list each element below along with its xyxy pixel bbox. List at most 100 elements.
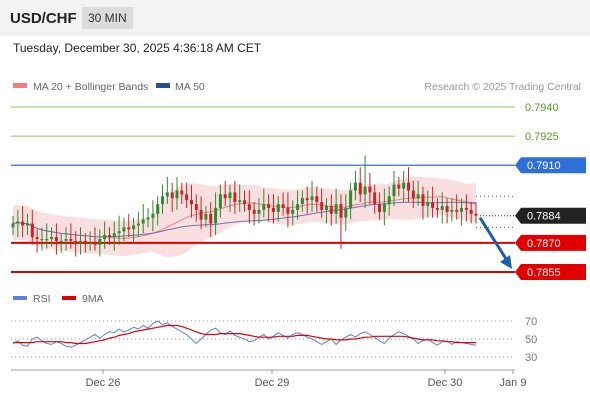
candle-body — [378, 204, 381, 212]
candle — [190, 184, 193, 218]
candle — [421, 186, 425, 220]
candle-body — [136, 223, 140, 226]
candle-body — [320, 202, 324, 210]
candle-body — [329, 206, 333, 214]
candle-body — [21, 221, 25, 226]
candle — [83, 233, 87, 253]
candle — [286, 192, 290, 228]
candle — [296, 190, 300, 220]
candle — [358, 167, 362, 203]
level-tag-0.7870 — [515, 234, 586, 251]
candle — [243, 190, 246, 212]
candle-body — [271, 207, 275, 212]
level-label-0.7884: 0.7884 — [527, 211, 561, 223]
candle — [214, 192, 218, 236]
candle — [103, 221, 107, 249]
candle — [305, 186, 309, 214]
candle-body — [416, 194, 420, 199]
level-label-0.7855: 0.7855 — [527, 267, 561, 279]
candle — [209, 202, 213, 238]
forecast-arrow-shaft — [478, 216, 510, 263]
candle — [445, 198, 449, 224]
candle-body — [460, 207, 463, 212]
candle — [156, 196, 160, 226]
ma20-legend-swatch — [13, 83, 27, 88]
forecast-arrow-head — [500, 255, 512, 269]
candle — [146, 207, 150, 228]
candle — [276, 196, 280, 222]
candle — [194, 194, 198, 222]
candle-body — [421, 194, 425, 206]
candle — [407, 167, 410, 203]
candle-body — [59, 240, 63, 243]
candle — [257, 198, 261, 224]
candle-body — [382, 204, 386, 212]
candle-body — [411, 190, 415, 199]
candle-body — [93, 242, 97, 245]
candle — [378, 192, 381, 220]
candle — [165, 176, 169, 205]
candle — [262, 188, 266, 218]
candle-body — [175, 190, 179, 199]
candle — [435, 198, 439, 218]
candle-body — [291, 209, 295, 214]
candle — [69, 223, 73, 249]
candle — [402, 171, 406, 203]
candle-body — [267, 204, 271, 208]
candle-body — [262, 204, 266, 210]
candle-body — [141, 219, 145, 224]
candle — [141, 204, 145, 234]
candle-body — [64, 239, 68, 241]
candle — [117, 215, 121, 245]
candle-body — [238, 200, 242, 203]
candle — [267, 194, 271, 222]
candle-body — [445, 206, 449, 212]
rsi-ma9-legend-label: 9MA — [82, 293, 104, 305]
candle — [233, 180, 237, 214]
candle — [300, 190, 304, 212]
candle-body — [204, 213, 208, 220]
timeframe-button[interactable]: 30 MIN — [82, 7, 133, 29]
rsi-tick-label: 30 — [525, 352, 537, 364]
rsi-legend-swatch — [13, 296, 27, 300]
candle-body — [358, 182, 362, 195]
candle-body — [305, 198, 309, 201]
candle-body — [315, 196, 319, 203]
candle-body — [88, 242, 92, 245]
candle-body — [69, 239, 73, 241]
candle — [11, 215, 15, 236]
candle — [344, 194, 348, 232]
candle-body — [349, 190, 353, 208]
x-tick-label: Dec 30 — [428, 377, 463, 389]
candle-body — [35, 237, 39, 239]
candle-body — [281, 204, 285, 208]
candle — [79, 227, 82, 255]
candle — [310, 180, 314, 212]
candle-body — [402, 182, 406, 189]
copyright-text: Research © 2025 Trading Central — [424, 81, 581, 93]
level-tag-0.7884 — [515, 207, 586, 224]
candle — [247, 190, 251, 224]
candle — [334, 188, 338, 224]
candle-body — [464, 207, 468, 210]
candle — [368, 173, 372, 205]
candle-body — [325, 206, 328, 210]
candle — [88, 231, 92, 251]
candle-body — [151, 213, 155, 218]
candle — [204, 206, 208, 228]
candle — [455, 194, 459, 220]
candle-body — [74, 240, 78, 243]
candle — [469, 202, 473, 224]
bollinger-fill — [13, 176, 476, 258]
candle — [98, 229, 102, 257]
candle-body — [469, 209, 473, 214]
candle — [281, 192, 285, 216]
candle-body — [407, 182, 410, 191]
candle — [218, 184, 222, 218]
candle — [45, 223, 49, 249]
candle-body — [243, 200, 246, 205]
candle — [122, 217, 126, 241]
level-tag-0.7910 — [515, 157, 586, 174]
level-tag-0.7855 — [515, 264, 586, 280]
